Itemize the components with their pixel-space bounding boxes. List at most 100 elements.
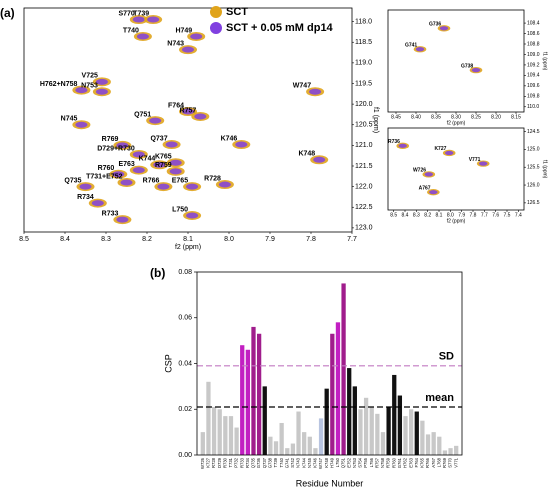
x-tick-label: 8.2	[142, 236, 152, 243]
x-tick-label: S742	[290, 457, 295, 467]
x-tick-label: S754	[358, 457, 363, 467]
peak-label: G741	[405, 42, 417, 48]
peak-label: S770	[118, 10, 134, 17]
y-tick-label: 119.5	[355, 80, 372, 87]
x-tick-label: W726	[200, 457, 205, 469]
bar	[403, 416, 408, 455]
y-tick-label: 109.2	[527, 62, 540, 68]
bar	[313, 448, 318, 455]
panel-label: (a)	[0, 6, 15, 20]
x-tick-label: 8.45	[391, 114, 401, 120]
bar	[285, 448, 290, 455]
x-tick-label: L756	[369, 457, 374, 467]
peak-label: N745	[61, 116, 78, 123]
y-tick-label: 108.4	[527, 20, 540, 26]
y-tick-label: 125.0	[527, 147, 540, 153]
x-axis-label: f2 (ppm)	[175, 244, 201, 251]
plot-frame	[387, 127, 525, 211]
x-tick-label: N743	[296, 457, 301, 468]
x-tick-label: 7.8	[470, 212, 477, 218]
bar	[330, 333, 335, 455]
y-tick-label: 109.4	[527, 73, 540, 79]
x-tick-label: R730	[222, 457, 227, 468]
peak-dp14	[132, 167, 145, 174]
y-tick-label: 123.0	[355, 225, 373, 232]
bar	[375, 413, 380, 455]
x-tick-label: R766	[425, 457, 430, 468]
x-tick-label: 7.5	[504, 212, 511, 218]
y-tick-label: 125.5	[527, 165, 540, 171]
x-tick-label: L768	[436, 457, 441, 467]
bar	[380, 432, 386, 455]
peak-dp14	[182, 108, 194, 115]
x-tick-label: Q735	[251, 457, 256, 468]
reference-label: SD	[439, 351, 454, 363]
bar	[302, 432, 307, 455]
peak-label: Q751	[134, 111, 151, 118]
bar	[200, 432, 205, 455]
y-tick-label: 0.02	[178, 406, 192, 413]
x-tick-label: Q737	[262, 457, 267, 468]
bar	[352, 386, 357, 455]
legend-label: SCT + 0.05 mM dp14	[226, 22, 334, 34]
x-tick-label: 7.8	[306, 236, 316, 243]
y-tick-label: 0.08	[178, 269, 192, 276]
x-tick-label: G741	[284, 457, 289, 468]
peak-label: R766	[143, 177, 160, 184]
y-axis-label: f1 (ppm)	[542, 160, 548, 179]
y-tick-label: 108.8	[527, 41, 540, 47]
bar	[290, 443, 296, 455]
peak-label: K748	[298, 151, 315, 158]
peak-label: G736	[429, 21, 441, 27]
peak-label: W726	[413, 167, 426, 173]
peak-dp14	[120, 179, 133, 186]
peak-dp14	[112, 171, 125, 178]
peak-dp14	[235, 141, 248, 148]
peak-dp14	[169, 159, 182, 166]
x-axis-label: Residue Number	[296, 478, 364, 488]
x-tick-label: R759	[386, 457, 391, 468]
bar	[358, 409, 363, 455]
y-tick-label: 120.0	[355, 101, 373, 108]
x-tick-label: R757	[374, 457, 379, 468]
x-tick-label: K748	[324, 457, 329, 467]
x-tick-label: P732	[234, 457, 239, 467]
peak-dp14	[190, 33, 203, 40]
peak-label: R734	[77, 194, 94, 201]
peak-dp14	[194, 113, 207, 120]
y-tick-label: 122.0	[355, 183, 373, 190]
y-tick-label: 0.04	[178, 360, 192, 367]
x-tick-label: T739	[273, 457, 278, 467]
y-tick-label: 118.0	[355, 18, 372, 25]
x-tick-label: 8.0	[224, 236, 234, 243]
bar	[324, 388, 329, 455]
bar	[268, 436, 273, 455]
y-tick-label: 109.0	[527, 52, 540, 58]
x-tick-label: H749	[329, 457, 334, 468]
bar	[437, 436, 442, 455]
peak-dp14	[186, 212, 199, 219]
legend-marker	[210, 6, 222, 18]
y-tick-label: 121.5	[355, 163, 373, 170]
peak-dp14	[149, 117, 162, 124]
bar	[386, 406, 391, 455]
x-tick-label: S770	[448, 457, 453, 467]
peak-label: K744	[139, 156, 156, 163]
peak-label: Q737	[150, 135, 167, 142]
peak-label: N753	[81, 83, 98, 90]
panel-label: (b)	[150, 266, 165, 280]
peak-dp14	[147, 16, 160, 23]
x-tick-label: P755	[363, 457, 368, 467]
peak-label: F764	[168, 102, 184, 109]
x-tick-label: 7.9	[265, 236, 275, 243]
x-tick-label: 7.7	[481, 212, 488, 218]
peak-dp14	[153, 161, 166, 168]
bar	[240, 345, 245, 455]
y-axis-label: f1 (ppm)	[372, 107, 379, 133]
x-tick-label: 8.40	[411, 114, 421, 120]
x-tick-label: R769	[442, 457, 447, 468]
x-tick-label: H762	[403, 457, 408, 468]
y-tick-label: 109.8	[527, 94, 540, 100]
y-tick-label: 124.5	[527, 129, 540, 135]
